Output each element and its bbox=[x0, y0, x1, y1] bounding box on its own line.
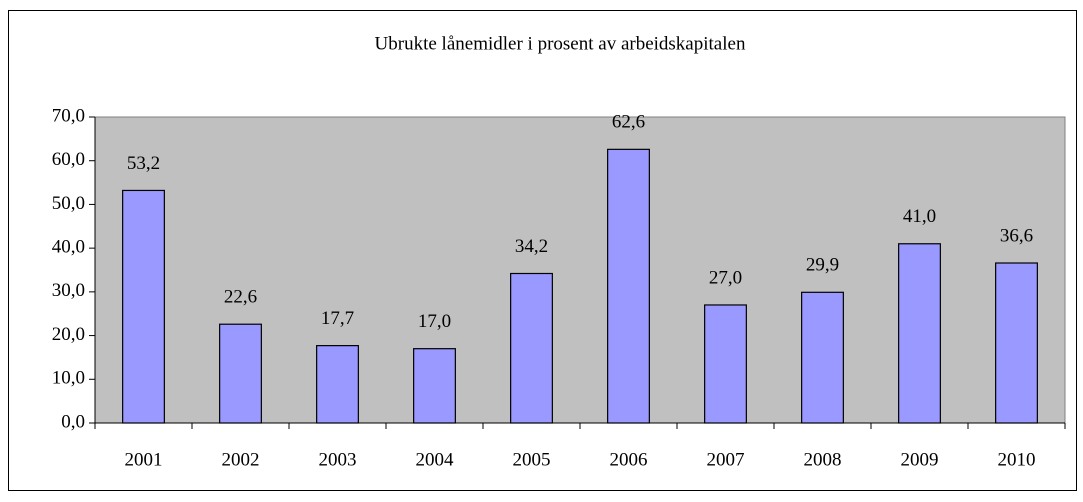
x-tick-label: 2002 bbox=[222, 449, 260, 470]
x-tick-label: 2003 bbox=[319, 449, 357, 470]
y-tick-label: 70,0 bbox=[52, 105, 85, 126]
y-tick-label: 0,0 bbox=[61, 411, 85, 432]
x-tick-label: 2009 bbox=[901, 449, 939, 470]
y-tick-label: 10,0 bbox=[52, 368, 85, 389]
value-label: 17,7 bbox=[321, 308, 354, 329]
y-tick-label: 50,0 bbox=[52, 193, 85, 214]
chart-title: Ubrukte lånemidler i prosent av arbeidsk… bbox=[375, 33, 746, 54]
bar bbox=[607, 148, 650, 424]
bar bbox=[801, 291, 844, 424]
y-tick-label: 20,0 bbox=[52, 324, 85, 345]
x-tick-label: 2010 bbox=[998, 449, 1036, 470]
value-label: 41,0 bbox=[903, 206, 936, 227]
value-label: 29,9 bbox=[806, 255, 839, 276]
x-tick-label: 2001 bbox=[125, 449, 163, 470]
value-label: 36,6 bbox=[1000, 225, 1033, 246]
value-label: 62,6 bbox=[612, 112, 645, 133]
y-tick-label: 60,0 bbox=[52, 149, 85, 170]
x-tick-label: 2004 bbox=[416, 449, 455, 470]
value-label: 34,2 bbox=[515, 236, 548, 257]
bar bbox=[510, 272, 553, 424]
bar bbox=[704, 304, 747, 424]
x-tick-label: 2005 bbox=[513, 449, 551, 470]
bar bbox=[122, 189, 165, 424]
y-tick-label: 30,0 bbox=[52, 280, 85, 301]
x-tick-label: 2006 bbox=[610, 449, 648, 470]
bar bbox=[413, 348, 456, 424]
x-tick-label: 2008 bbox=[804, 449, 842, 470]
bar bbox=[995, 262, 1038, 424]
value-label: 22,6 bbox=[224, 287, 257, 308]
value-label: 53,2 bbox=[127, 153, 160, 174]
bar bbox=[898, 243, 941, 424]
value-label: 17,0 bbox=[418, 311, 451, 332]
value-label: 27,0 bbox=[709, 267, 742, 288]
bar bbox=[219, 323, 262, 424]
bar bbox=[316, 345, 359, 424]
y-tick-label: 40,0 bbox=[52, 237, 85, 258]
x-tick-label: 2007 bbox=[707, 449, 745, 470]
